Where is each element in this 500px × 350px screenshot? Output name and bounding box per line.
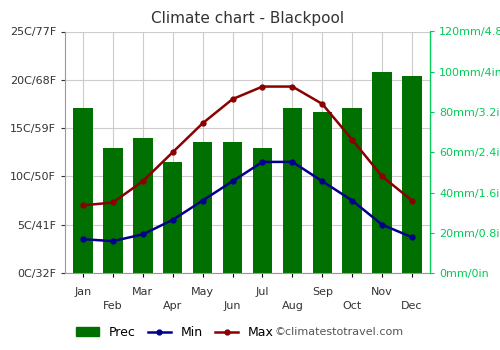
Bar bbox=[282, 108, 302, 273]
Bar bbox=[193, 142, 212, 273]
Text: Nov: Nov bbox=[372, 287, 393, 297]
Legend: Prec, Min, Max: Prec, Min, Max bbox=[72, 321, 278, 344]
Text: ©climatestotravel.com: ©climatestotravel.com bbox=[275, 327, 404, 337]
Text: Aug: Aug bbox=[282, 301, 304, 311]
Text: Sep: Sep bbox=[312, 287, 333, 297]
Bar bbox=[133, 138, 152, 273]
Bar bbox=[73, 108, 92, 273]
Bar bbox=[252, 148, 272, 273]
Text: Dec: Dec bbox=[402, 301, 423, 311]
Bar bbox=[342, 108, 362, 273]
Text: Feb: Feb bbox=[103, 301, 122, 311]
Bar bbox=[223, 142, 242, 273]
Bar bbox=[103, 148, 122, 273]
Text: Jun: Jun bbox=[224, 301, 242, 311]
Bar bbox=[402, 76, 422, 273]
Title: Climate chart - Blackpool: Climate chart - Blackpool bbox=[151, 11, 344, 26]
Bar bbox=[163, 162, 182, 273]
Text: Mar: Mar bbox=[132, 287, 154, 297]
Text: May: May bbox=[191, 287, 214, 297]
Bar bbox=[372, 72, 392, 273]
Text: Jan: Jan bbox=[74, 287, 92, 297]
Bar bbox=[312, 112, 332, 273]
Text: Oct: Oct bbox=[342, 301, 362, 311]
Text: Jul: Jul bbox=[256, 287, 269, 297]
Text: Apr: Apr bbox=[163, 301, 182, 311]
